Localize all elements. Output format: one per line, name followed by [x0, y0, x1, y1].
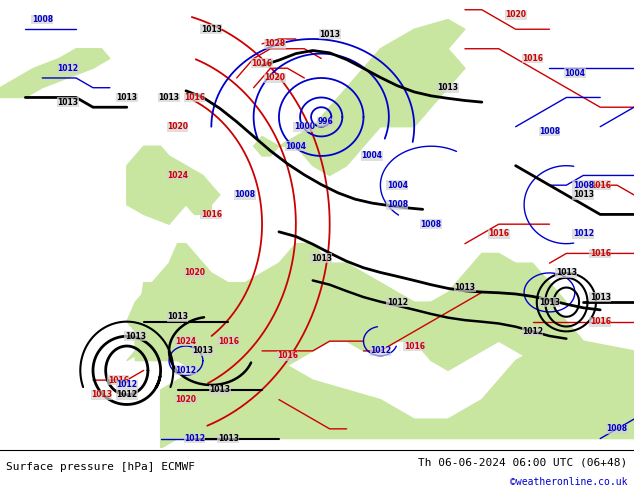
Text: 1013: 1013 — [125, 332, 146, 341]
Polygon shape — [363, 302, 414, 341]
Polygon shape — [135, 283, 228, 361]
Polygon shape — [0, 49, 110, 98]
Text: 1008: 1008 — [235, 191, 256, 199]
Polygon shape — [482, 263, 566, 302]
Text: 1016: 1016 — [590, 317, 611, 326]
Text: 1016: 1016 — [184, 93, 205, 102]
Text: 1020: 1020 — [505, 10, 526, 19]
Text: 1004: 1004 — [285, 142, 306, 151]
Text: 1012: 1012 — [522, 327, 543, 336]
Text: 1016: 1016 — [590, 181, 611, 190]
Polygon shape — [380, 49, 465, 127]
Text: 1016: 1016 — [201, 210, 222, 219]
Text: 996: 996 — [318, 117, 333, 126]
Text: 1016: 1016 — [217, 337, 239, 345]
Text: 1013: 1013 — [91, 390, 112, 399]
Text: 1012: 1012 — [573, 229, 594, 239]
Text: 1024: 1024 — [176, 337, 197, 345]
Polygon shape — [254, 20, 465, 175]
Text: 1012: 1012 — [57, 64, 78, 73]
Text: 1012: 1012 — [176, 366, 197, 375]
Text: 1016: 1016 — [277, 351, 298, 360]
Text: 1013: 1013 — [158, 93, 179, 102]
Text: 1008: 1008 — [387, 200, 408, 209]
Text: 1020: 1020 — [167, 122, 188, 131]
Text: 1016: 1016 — [590, 249, 611, 258]
Text: 1004: 1004 — [564, 69, 585, 77]
Text: 1024: 1024 — [167, 171, 188, 180]
Text: 1012: 1012 — [116, 381, 138, 390]
Text: 1013: 1013 — [573, 191, 594, 199]
Text: 1013: 1013 — [116, 93, 138, 102]
Text: 1013: 1013 — [311, 254, 332, 263]
Text: 1020: 1020 — [184, 269, 205, 277]
Text: 1013: 1013 — [539, 297, 560, 307]
Text: 1004: 1004 — [387, 181, 408, 190]
Text: 1020: 1020 — [176, 395, 197, 404]
Text: 1008: 1008 — [607, 424, 628, 433]
Text: Th 06-06-2024 06:00 UTC (06+48): Th 06-06-2024 06:00 UTC (06+48) — [418, 458, 628, 468]
Text: 1012: 1012 — [370, 346, 391, 355]
Text: 1016: 1016 — [488, 229, 509, 239]
Text: 1016: 1016 — [252, 59, 273, 68]
Text: Surface pressure [hPa] ECMWF: Surface pressure [hPa] ECMWF — [6, 462, 195, 472]
Text: 1013: 1013 — [167, 312, 188, 321]
Text: 1016: 1016 — [522, 54, 543, 63]
Text: 1028: 1028 — [264, 39, 285, 49]
Text: ©weatheronline.co.uk: ©weatheronline.co.uk — [510, 477, 628, 487]
Text: 1004: 1004 — [361, 151, 382, 160]
Text: 1013: 1013 — [57, 98, 78, 107]
Text: 1013: 1013 — [437, 83, 458, 92]
Text: 1008: 1008 — [32, 15, 53, 24]
Text: 1013: 1013 — [201, 24, 222, 34]
Text: 1020: 1020 — [264, 74, 285, 82]
Text: 1012: 1012 — [184, 434, 205, 443]
Text: 1013: 1013 — [590, 293, 611, 302]
Text: 1008: 1008 — [573, 181, 594, 190]
Text: 1012: 1012 — [387, 297, 408, 307]
Text: 1008: 1008 — [539, 127, 560, 136]
Polygon shape — [127, 146, 220, 224]
Text: 1013: 1013 — [455, 283, 476, 292]
Text: 1016: 1016 — [404, 342, 425, 350]
Text: 1013: 1013 — [209, 385, 230, 394]
Text: 1008: 1008 — [420, 220, 442, 229]
Polygon shape — [160, 341, 634, 448]
Text: 1000: 1000 — [294, 122, 315, 131]
Text: 1013: 1013 — [319, 29, 340, 39]
Text: 1012: 1012 — [116, 390, 138, 399]
Text: 1013: 1013 — [556, 269, 577, 277]
Polygon shape — [431, 302, 583, 341]
Text: 1016: 1016 — [108, 376, 129, 385]
Text: 1013: 1013 — [192, 346, 214, 355]
Polygon shape — [127, 244, 583, 380]
Text: 1013: 1013 — [217, 434, 239, 443]
